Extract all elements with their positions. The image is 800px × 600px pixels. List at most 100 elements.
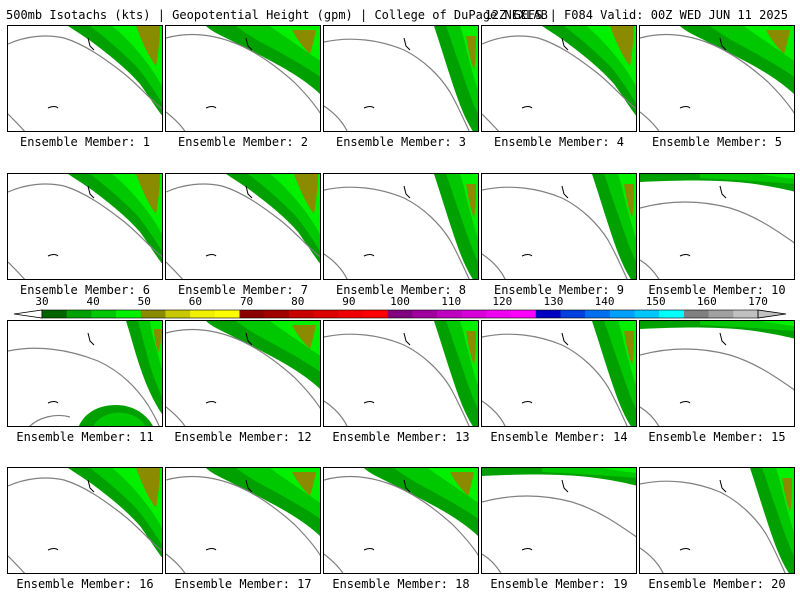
coastline xyxy=(482,113,500,131)
coastline xyxy=(166,328,320,409)
isotach-contour-map xyxy=(166,321,320,426)
legend-color-bar xyxy=(13,309,787,319)
isotach-contour-map xyxy=(640,321,794,426)
coastline xyxy=(8,113,26,131)
coastline xyxy=(8,347,160,426)
legend-tick-label: 100 xyxy=(390,295,410,308)
isotach-band xyxy=(450,472,474,496)
state-border xyxy=(521,185,569,257)
map-header: 500mb Isotachs (kts) | Geopotential Heig… xyxy=(6,6,796,24)
isotach-contour-map xyxy=(8,174,162,279)
state-border xyxy=(47,332,95,404)
ensemble-member-label: Ensemble Member: 19 xyxy=(490,577,628,591)
legend-swatch xyxy=(264,310,290,318)
legend-swatch xyxy=(288,310,314,318)
ensemble-member-map xyxy=(639,467,795,574)
ensemble-member-label: Ensemble Member: 1 xyxy=(19,135,151,149)
legend-tick-labels: 30 40 50 60 70 80 90 100 110 120 130 140 150 160 170 xyxy=(0,296,800,308)
coastline xyxy=(640,201,794,244)
isotach-band xyxy=(136,26,160,66)
legend-swatch xyxy=(461,310,487,318)
legend-swatch xyxy=(338,310,364,318)
legend-swatch xyxy=(659,310,685,318)
ensemble-member-label: Ensemble Member: 16 xyxy=(16,577,154,591)
legend-swatch xyxy=(214,310,240,318)
coastline xyxy=(482,186,628,279)
coastline xyxy=(324,253,348,279)
ensemble-member-label: Ensemble Member: 7 xyxy=(177,283,309,297)
coastline xyxy=(8,555,26,573)
coastline xyxy=(640,406,660,426)
coastline xyxy=(324,553,344,573)
state-border xyxy=(679,185,727,257)
isotach-band xyxy=(292,325,316,349)
legend-swatch xyxy=(116,310,142,318)
coastline xyxy=(640,480,786,573)
isotach-band xyxy=(700,174,794,184)
ensemble-member-label: Ensemble Member: 8 xyxy=(335,283,467,297)
legend-tick-label: 40 xyxy=(86,295,100,308)
isotach-band xyxy=(624,331,634,365)
legend-swatch xyxy=(91,310,117,318)
state-border xyxy=(363,332,411,404)
legend-arrow-low xyxy=(13,309,43,319)
ensemble-member-map xyxy=(639,320,795,427)
state-border xyxy=(205,479,253,551)
coastline xyxy=(482,553,502,573)
legend-tick-label: 140 xyxy=(594,295,615,308)
legend-outline xyxy=(41,309,759,319)
ensemble-member-label: Ensemble Member: 6 xyxy=(19,283,151,297)
state-border xyxy=(521,332,569,404)
legend-swatch xyxy=(609,310,635,318)
coastline xyxy=(166,33,320,114)
coastline xyxy=(324,400,348,426)
isotach-contour-map xyxy=(482,321,636,426)
coastline xyxy=(166,406,186,426)
legend-swatch xyxy=(511,310,537,318)
coastline xyxy=(29,414,71,426)
coastline xyxy=(482,495,636,538)
ensemble-member-label: Ensemble Member: 20 xyxy=(648,577,786,591)
isotach-legend: 30 40 50 60 70 80 90 100 110 120 130 140 150 160 170 xyxy=(0,296,800,320)
legend-swatch xyxy=(733,310,759,318)
ensemble-member-map xyxy=(7,25,163,132)
coastline xyxy=(324,475,478,556)
state-border xyxy=(679,479,727,551)
legend-swatch xyxy=(165,310,191,318)
state-border xyxy=(363,37,411,109)
map-title: 500mb Isotachs (kts) | Geopotential Heig… xyxy=(6,8,548,22)
legend-swatch xyxy=(486,310,512,318)
state-border xyxy=(205,332,253,404)
isotach-contour-map xyxy=(640,468,794,573)
coastline xyxy=(8,183,162,258)
ensemble-member-label: Ensemble Member: 11 xyxy=(16,430,154,444)
isotach-band xyxy=(292,30,316,54)
legend-swatch xyxy=(560,310,586,318)
isotach-band xyxy=(466,184,476,218)
coastline xyxy=(640,547,664,573)
coastline xyxy=(8,35,162,110)
ensemble-member-map xyxy=(639,25,795,132)
state-border xyxy=(679,37,727,109)
isotach-band xyxy=(700,321,794,331)
ensemble-member-map xyxy=(7,173,163,280)
legend-tick-label: 170 xyxy=(748,295,768,308)
isotach-band xyxy=(136,174,160,214)
ensemble-member-label: Ensemble Member: 3 xyxy=(335,135,467,149)
state-border xyxy=(47,479,95,551)
coastline xyxy=(640,259,660,279)
coastline xyxy=(324,186,470,279)
ensemble-member-label: Ensemble Member: 12 xyxy=(174,430,312,444)
ensemble-member-map xyxy=(165,173,321,280)
state-border xyxy=(363,479,411,551)
coastline xyxy=(482,333,628,426)
ensemble-member-map xyxy=(481,320,637,427)
coastline xyxy=(166,475,320,556)
ensemble-member-label: Ensemble Member: 5 xyxy=(651,135,783,149)
isotach-contour-map xyxy=(324,174,478,279)
ensemble-member-map xyxy=(323,467,479,574)
ensemble-member-label: Ensemble Member: 14 xyxy=(490,430,628,444)
ensemble-member-label: Ensemble Member: 17 xyxy=(174,577,312,591)
legend-arrow-high xyxy=(757,309,787,319)
legend-tick-label: 120 xyxy=(492,295,513,308)
